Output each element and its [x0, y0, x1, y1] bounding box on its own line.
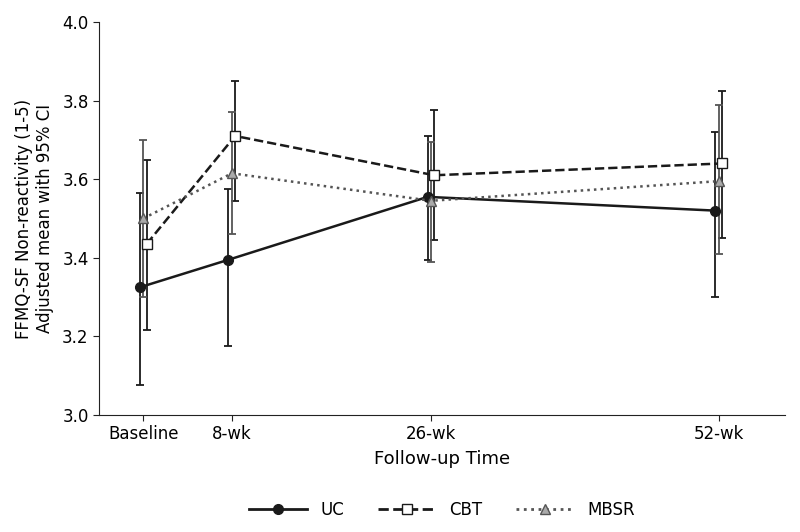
- Y-axis label: FFMQ-SF Non-reactivity (1-5)
Adjusted mean with 95% CI: FFMQ-SF Non-reactivity (1-5) Adjusted me…: [15, 98, 54, 338]
- Legend: UC, CBT, MBSR: UC, CBT, MBSR: [242, 494, 642, 526]
- X-axis label: Follow-up Time: Follow-up Time: [374, 450, 510, 468]
